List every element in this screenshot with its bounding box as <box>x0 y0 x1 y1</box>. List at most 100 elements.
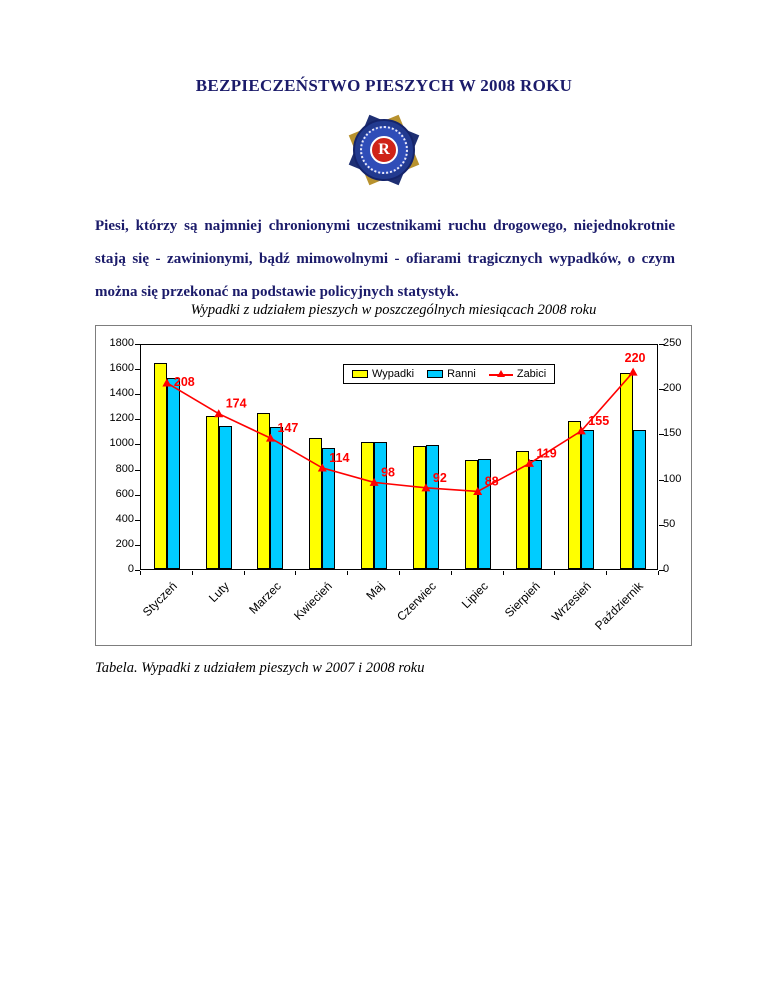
left-axis-tick-mark <box>135 494 140 496</box>
bar-group-2 <box>193 345 245 569</box>
zabici-marker <box>317 463 327 472</box>
bottom-tick-mark <box>191 571 193 575</box>
left-axis-tick-mark <box>135 519 140 521</box>
bottom-tick-mark <box>502 571 504 575</box>
right-axis-tick-mark <box>659 570 664 571</box>
legend-label-ranni: Ranni <box>447 368 476 380</box>
bar-ranni-4 <box>322 448 336 569</box>
legend-swatch-wypadki <box>352 370 368 378</box>
legend-item-ranni: Ranni <box>427 368 476 380</box>
bottom-tick-mark <box>450 571 452 575</box>
left-axis-tick: 800 <box>115 462 134 475</box>
legend-item-wypadki: Wypadki <box>352 368 414 380</box>
bar-wypadki-10 <box>620 372 634 569</box>
table-caption: Tabela. Wypadki z udziałem pieszych w 20… <box>95 660 425 676</box>
left-axis-tick: 1600 <box>109 362 134 375</box>
zabici-data-label: 208 <box>174 375 195 389</box>
legend-label-zabici: Zabici <box>516 368 547 380</box>
zabici-marker <box>576 426 586 435</box>
bar-wypadki-2 <box>205 415 219 569</box>
bar-ranni-9 <box>581 429 595 569</box>
bar-ranni-10 <box>633 430 647 569</box>
bar-wypadki-9 <box>568 421 582 569</box>
bar-group-5 <box>348 345 400 569</box>
bar-wypadki-3 <box>257 413 271 569</box>
chart-legend: Wypadki Ranni Zabici <box>343 364 556 384</box>
zabici-marker <box>473 486 483 495</box>
right-axis-tick-mark <box>659 434 664 436</box>
zabici-marker <box>628 367 638 376</box>
right-axis-tick-mark <box>659 389 664 391</box>
chart-title: Wypadki z udziałem pieszych w poszczegól… <box>190 302 597 318</box>
left-axis-tick-mark <box>135 570 140 571</box>
legend-item-zabici: Zabici <box>488 368 547 380</box>
bottom-tick-mark <box>140 571 141 575</box>
police-logo: R <box>344 110 424 190</box>
bar-group-1 <box>141 345 193 569</box>
bar-ranni-3 <box>270 427 284 569</box>
zabici-line-series: 208 174 147 114 98 92 88 119 155 220 <box>162 351 646 495</box>
bar-group-8 <box>504 345 556 569</box>
left-axis-tick: 200 <box>115 537 134 550</box>
left-axis-tick: 400 <box>115 512 134 525</box>
left-axis-tick-mark <box>135 544 140 546</box>
right-axis-tick: 50 <box>663 517 676 530</box>
left-axis-tick: 1200 <box>109 412 134 425</box>
right-axis-tick-mark <box>659 479 664 481</box>
bottom-tick-mark <box>243 571 245 575</box>
bar-ranni-8 <box>529 460 543 569</box>
zabici-data-label: 174 <box>226 397 247 411</box>
left-axis-tick-mark <box>135 444 140 446</box>
left-axis-tick: 1000 <box>109 437 134 450</box>
bar-group-3 <box>245 345 297 569</box>
zabici-marker <box>421 483 431 492</box>
right-axis-tick: 250 <box>663 337 682 349</box>
legend-swatch-zabici-line <box>488 369 513 380</box>
right-axis-tick: 100 <box>663 472 682 485</box>
right-axis-tick: 0 <box>663 563 670 575</box>
zabici-data-label: 92 <box>433 471 447 485</box>
right-axis-tick-mark <box>659 344 664 345</box>
zabici-data-label: 220 <box>625 351 646 365</box>
bar-wypadki-6 <box>412 445 426 569</box>
bar-group-10 <box>607 345 659 569</box>
bar-wypadki-7 <box>464 459 478 569</box>
left-axis-tick-mark <box>135 469 140 471</box>
zabici-data-label: 114 <box>329 451 349 465</box>
zabici-marker <box>162 378 172 387</box>
zabici-marker <box>214 409 224 418</box>
left-axis-tick-mark <box>135 369 140 371</box>
bar-wypadki-5 <box>361 442 375 569</box>
left-axis-tick: 600 <box>115 487 134 500</box>
logo-letter: R <box>370 136 398 164</box>
bar-group-9 <box>555 345 607 569</box>
zabici-data-label: 88 <box>485 474 499 488</box>
zabici-marker <box>525 458 534 467</box>
left-axis-tick: 1400 <box>109 387 134 400</box>
chart: 208 174 147 114 98 92 88 119 155 220 Wypadki Rann… <box>95 325 692 646</box>
bar-wypadki-1 <box>153 363 167 569</box>
left-axis-tick-mark <box>135 419 140 421</box>
zabici-data-label: 119 <box>537 446 557 460</box>
left-axis-tick: 0 <box>127 563 134 575</box>
zabici-marker <box>266 433 275 442</box>
intro-paragraph: Piesi, którzy są najmniej chronionymi uc… <box>95 218 675 300</box>
right-axis-tick: 200 <box>663 382 682 395</box>
zabici-marker <box>369 477 379 486</box>
zabici-data-label: 155 <box>588 414 609 428</box>
zabici-data-label: 147 <box>278 421 299 435</box>
left-axis-tick: 1800 <box>109 337 134 349</box>
bar-wypadki-8 <box>516 450 530 569</box>
zabici-line <box>166 371 634 493</box>
left-axis-tick-mark <box>135 394 140 396</box>
left-axis-tick-mark <box>135 344 140 345</box>
bottom-tick-mark <box>347 571 349 575</box>
bottom-tick-mark <box>399 571 400 575</box>
bar-group-4 <box>296 345 348 569</box>
legend-label-wypadki: Wypadki <box>372 368 415 380</box>
legend-swatch-ranni <box>427 370 444 378</box>
right-axis-tick-mark <box>659 524 664 526</box>
bar-ranni-6 <box>425 444 439 569</box>
bar-ranni-2 <box>218 425 232 569</box>
